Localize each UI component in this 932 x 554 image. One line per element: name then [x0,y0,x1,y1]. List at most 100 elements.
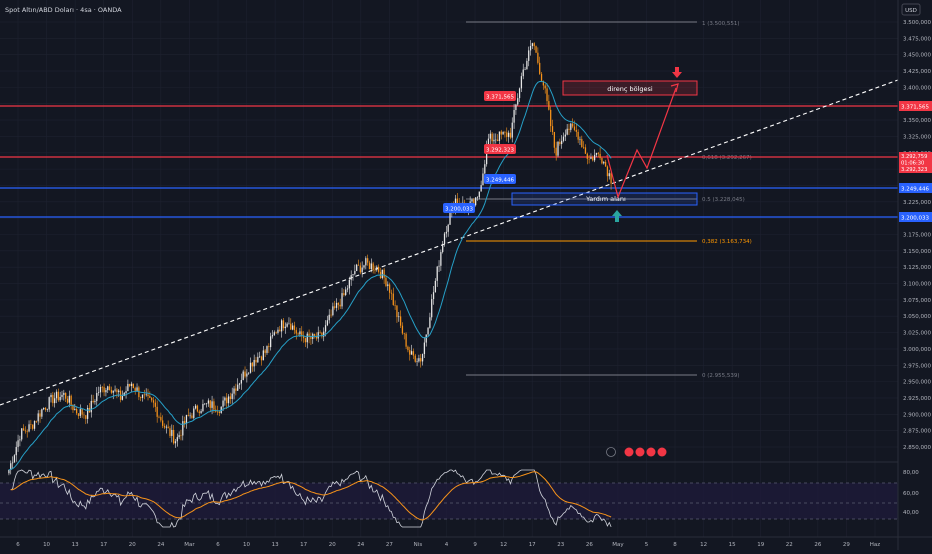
time-tick-label: 17 [100,542,107,548]
candle-body [13,455,16,463]
candle-body [94,401,96,403]
candle-body [551,126,554,132]
candle-body [130,383,133,387]
candle-body [328,314,330,321]
candle-body [561,140,563,145]
candle-body [286,323,288,327]
price-tick-label: 2.850,000 [903,445,931,451]
candle-body [21,428,23,440]
time-tick-label: 24 [357,542,364,548]
time-tick-label: 29 [843,542,850,548]
resistance-zone[interactable] [562,80,698,96]
candle-body [604,161,607,167]
time-tick-label: 27 [386,542,393,548]
candle-body [26,431,28,432]
candle-body [266,346,268,353]
time-tick-label: 8 [673,542,677,548]
rsi-tick: 80,00 [903,470,919,476]
candle-body [531,43,534,47]
candle-body [544,85,546,89]
candle-body [183,421,186,424]
grid [0,0,898,537]
candle-body [101,387,103,388]
candle-body [297,333,299,335]
candle-body [323,331,325,337]
price-tick-label: 2.925,000 [903,396,931,402]
candle-body [96,392,98,402]
candle-body [61,394,63,397]
time-tick-label: 20 [329,542,336,548]
candle-body [434,280,437,293]
candle-body [134,388,136,391]
time-tick-label: 20 [129,542,136,548]
candle-body [151,397,153,401]
candle-body [90,400,92,413]
candle-body [77,413,80,416]
time-tick-label: 15 [729,542,736,548]
candle-body [504,131,506,133]
candle-body [588,158,590,160]
candle-body [489,133,491,139]
candle-body [526,60,528,70]
candle-body [359,265,361,273]
candle-body [191,415,193,418]
time-tick-label: 22 [786,542,793,548]
support-zone[interactable] [511,192,698,206]
flag-icon [646,447,656,457]
price-tick-label: 2.950,000 [903,380,931,386]
candle-body [154,402,156,407]
candle-body [487,138,490,148]
price-tick-label: 3.175,000 [903,233,931,239]
candle-body [15,446,17,456]
flag-icon [624,447,634,457]
candle-body [592,157,594,161]
candle-body [167,426,169,429]
candle-body [46,409,48,411]
candle-body [335,302,338,308]
event-icons[interactable] [606,447,667,457]
price-scale[interactable] [898,0,932,550]
candle-body [30,424,32,425]
scale-label-countdown: 01:06:30 [901,161,924,167]
scale-label-3371 [899,101,932,111]
price-tick-label: 3.425,000 [903,69,931,75]
candle-body [302,336,305,339]
candle-body [229,396,232,399]
time-axis[interactable]: 6 10 13 17 20 24 Mar 6 10 13 17 20 24 27 Nis 4 9 12 17 23 26… [16,542,880,548]
candle-body [399,316,402,326]
candle-body [59,396,61,401]
candle-body [414,355,416,362]
candle-body [597,152,599,154]
candle-body [108,386,111,391]
candle-body [357,264,360,266]
candle-body [339,304,341,307]
candle-body [566,128,568,135]
candle-body [259,356,261,358]
candle-body [193,408,195,418]
candle-body [136,387,138,391]
candle-body [81,409,83,415]
trend-line[interactable] [0,79,899,406]
horizontal-levels[interactable] [0,105,898,218]
candle-body [280,320,283,332]
candle-body [601,157,603,164]
currency-button[interactable] [901,3,921,16]
candle-body [262,350,264,361]
candle-body [240,380,243,384]
price-tick-label: 3.075,000 [903,298,931,304]
scale-label-3200-text: 3.200,033 [901,216,929,222]
candle-body [559,141,561,145]
scale-label-3292-text: 3.292,323 [901,167,927,173]
candle-body [456,198,458,204]
candle-body [555,147,557,156]
candle-body [518,88,521,99]
price-tick-label: 3.400,000 [903,85,931,91]
candle-body [140,397,142,398]
candle-body [582,146,585,148]
candle-body [562,136,565,141]
candle-body [330,314,332,316]
candle-body [354,270,356,275]
candle-body [610,173,612,184]
candle-body [361,267,363,273]
